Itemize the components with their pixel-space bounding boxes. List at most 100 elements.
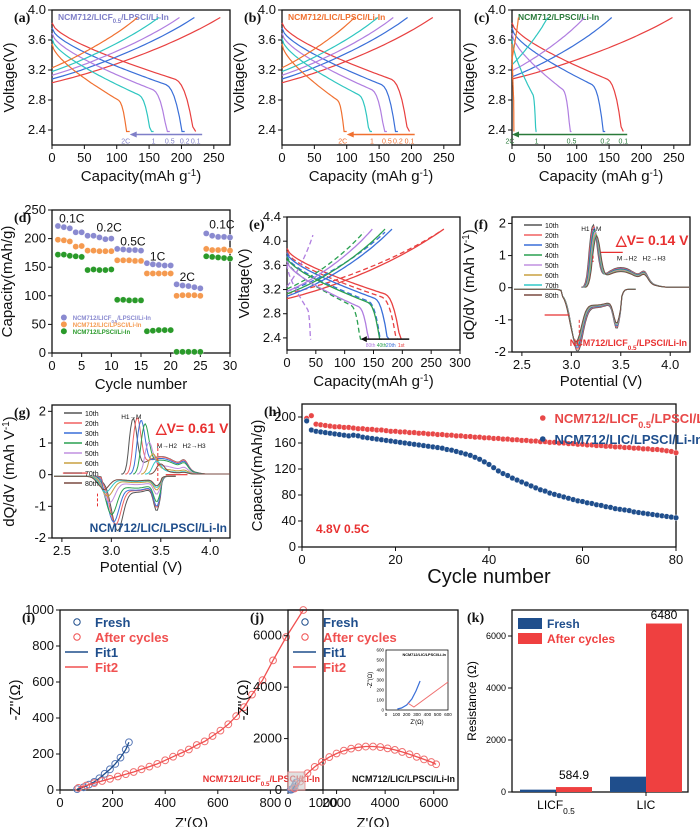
bar-fresh	[520, 789, 556, 792]
rate-label: 0.5	[382, 139, 392, 146]
reduction-curve-60th	[514, 288, 636, 345]
data-point	[143, 327, 151, 335]
x-tick-label: 2000	[322, 795, 351, 810]
charge-curve-0.5C	[281, 17, 394, 76]
data-point	[106, 765, 114, 774]
data-point	[318, 757, 326, 766]
data-point	[339, 746, 348, 755]
y-tick-label: 4.4	[263, 209, 281, 224]
y-tick-label: 100	[24, 288, 46, 303]
discharge-curve-0.1C	[281, 22, 411, 132]
x-tick-label: 0	[48, 150, 55, 165]
rate-label: 2C	[121, 139, 130, 146]
data-point	[191, 348, 198, 356]
panel-label: (b)	[244, 11, 261, 26]
x-tick-label: 400	[154, 795, 176, 810]
data-point	[90, 247, 97, 254]
x-tick-label: 250	[420, 355, 442, 370]
x-tick-label: 0	[283, 355, 290, 370]
plot-frame	[511, 216, 691, 353]
legend-label: Fit1	[323, 645, 346, 660]
legend-label: Fit1	[95, 645, 118, 660]
data-point	[108, 266, 115, 273]
data-point	[405, 750, 414, 759]
x-tick-label: 60	[575, 552, 589, 567]
x-tick-label: 1000	[309, 795, 338, 810]
data-point	[108, 247, 115, 255]
x-tick-label: 0	[278, 150, 285, 165]
x-axis-label: Capacity(mAh g-1)	[81, 168, 201, 186]
x-tick-label: 50	[307, 150, 321, 165]
rate-label: 0.1	[191, 139, 201, 146]
data-point	[102, 247, 109, 255]
data-point	[155, 270, 163, 277]
x-axis-label: Potential (V)	[560, 373, 643, 390]
legend-label: 80th	[545, 293, 559, 300]
phase-label: H2→H3	[183, 443, 207, 450]
rate-arrow-head	[512, 131, 519, 138]
x-tick-label: 150	[138, 150, 160, 165]
legend-label: NCM712/LPSCl/Li-In	[73, 330, 131, 336]
rate-label: 2C	[505, 139, 514, 146]
y-tick-label: 120	[274, 461, 296, 476]
data-point	[202, 253, 210, 260]
inset-y-tick: 400	[376, 668, 384, 673]
data-point	[149, 270, 157, 277]
x-tick-label: 0	[508, 150, 515, 165]
x-tick-label: 0	[298, 552, 305, 567]
y-tick-label: -1	[494, 312, 506, 327]
data-point	[137, 257, 145, 265]
y-tick-label: 4000	[486, 683, 506, 693]
data-point	[161, 756, 170, 765]
rate-label: 0.5	[567, 139, 577, 146]
dashed-charge-40th	[286, 231, 365, 290]
data-point	[310, 762, 319, 771]
chart-e: (e) 0 50 100 150 200 250 300 2.4 2.8 3.2 3.6 4.0 4.4 C…	[236, 209, 471, 390]
data-point	[398, 748, 407, 756]
y-tick-label: -2	[34, 530, 46, 545]
x-tick-label: 100	[334, 355, 356, 370]
data-point	[74, 783, 83, 792]
zoom-region	[287, 771, 306, 791]
data-point	[102, 266, 109, 274]
charge-curve-1st	[286, 228, 445, 300]
inset-y-tick: 300	[376, 678, 384, 683]
y-tick-label: 2.4	[28, 122, 46, 137]
legend-label: 70th	[545, 283, 559, 290]
phase-label: H1→M	[581, 226, 601, 233]
cycle-label: 1st	[398, 343, 405, 349]
rate-label: 0.2	[600, 139, 610, 146]
rate-label: 1	[535, 139, 539, 146]
legend-label: 50th	[545, 263, 559, 270]
inset-y-tick: 100	[376, 698, 384, 703]
legend-label: 60th	[545, 273, 559, 280]
y-tick-label: 3.6	[263, 257, 281, 272]
y-tick-label: 6000	[253, 628, 282, 643]
panel-label: (f)	[474, 218, 488, 233]
rate-annotation: 0.2C	[97, 221, 123, 235]
y-tick-label: 4.0	[263, 233, 281, 248]
discharge-curve-0.5C	[511, 33, 572, 133]
bar-fresh	[610, 776, 646, 792]
x-tick-label: 200	[631, 150, 653, 165]
y-tick-label: 0	[39, 345, 46, 360]
data-point	[131, 257, 139, 265]
plot-frame	[287, 609, 459, 791]
y-axis-label: Resistance (Ω)	[465, 661, 479, 741]
data-point	[208, 253, 216, 261]
data-point	[143, 270, 151, 277]
data-point	[96, 247, 103, 255]
data-point	[137, 247, 145, 254]
data-point	[106, 774, 114, 783]
data-point	[184, 745, 193, 754]
y-axis-label: dQ/dV (mAh V-1)	[1, 416, 19, 526]
panel-label: (k)	[467, 611, 484, 626]
rate-label: 0.5	[165, 139, 175, 146]
chart-a: (a) 0 50 100 150 200 250 2.4 2.8 3.2 3.6 4.0 Capacit…	[1, 2, 231, 186]
y-tick-label: 400	[32, 710, 54, 725]
data-point	[84, 266, 91, 274]
x-tick-label: 50	[77, 150, 91, 165]
data-point	[202, 245, 210, 253]
data-point	[308, 412, 315, 419]
panel-label: (e)	[249, 218, 265, 233]
